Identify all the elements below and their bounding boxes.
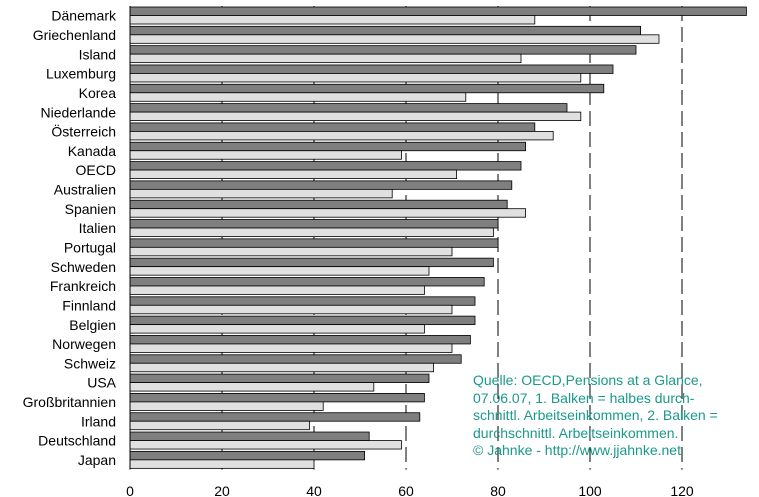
category-label: Schweden [51,259,116,275]
bars [129,6,747,469]
bar-half-income [129,431,370,441]
category-label: Frankreich [50,278,116,294]
bar-average-income [129,208,527,218]
tick-labels: 0 20 40 60 80 100 120 [126,483,694,497]
bar-half-income [129,373,430,383]
x-tick-label: 100 [578,483,602,497]
bar-half-income [129,354,462,364]
bar-average-income [129,131,554,141]
bar-half-income [129,219,499,229]
category-label: Spanien [65,201,116,217]
bar-average-income [129,304,453,315]
bar-average-income [129,169,458,179]
x-tick-label: 120 [670,483,694,497]
bar-half-income [129,238,499,248]
bar-average-income [129,150,402,160]
bar-half-income [129,450,366,461]
bar-average-income [129,420,310,431]
bar-half-income [129,335,471,345]
bar-average-income [129,382,375,392]
bar-average-income [129,92,467,102]
category-label: Portugal [64,240,116,256]
bar-average-income [129,324,425,334]
bar-average-income [129,15,536,25]
bar-average-income [129,362,435,373]
category-label: OECD [76,162,116,178]
category-label: Luxemburg [46,66,116,82]
x-tick-label: 40 [306,483,322,497]
category-label: Großbritannien [23,394,116,410]
bar-half-income [129,257,494,268]
bar-half-income [129,122,536,132]
x-tick-label: 0 [126,483,134,497]
source-note-line: © Jahnke - http://www.jjahnke.net [473,442,681,458]
category-label: Island [79,46,116,62]
category-label: USA [87,375,116,391]
category-label: Korea [79,85,117,101]
category-label: Italien [79,220,116,236]
bar-average-income [129,266,430,276]
category-label: Griechenland [33,27,116,43]
bar-average-income [129,34,660,44]
bar-average-income [129,459,315,469]
source-note: Quelle: OECD,Pensions at a Glance, 07.06… [473,372,759,460]
bar-average-income [129,73,582,83]
category-label: Japan [78,452,116,468]
x-tick-label: 60 [398,483,414,497]
bar-half-income [129,277,485,287]
source-note-line: durchschnittl. Arbeitseinkommen. [473,424,679,441]
bar-average-income [129,188,393,199]
category-label: Schweiz [64,355,116,371]
category-label: Österreich [51,123,116,140]
category-label: Norwegen [52,336,116,352]
category-label: Deutschland [38,433,116,449]
bar-average-income [129,343,453,353]
bar-half-income [129,83,605,94]
bar-half-income [129,45,637,55]
bar-average-income [129,285,425,295]
bar-half-income [129,25,642,36]
bar-average-income [129,53,522,64]
bar-half-income [129,392,425,403]
bar-average-income [129,401,324,411]
category-label: Niederlande [41,104,117,120]
bar-half-income [129,64,614,74]
bar-half-income [129,6,747,16]
bar-half-income [129,199,508,210]
source-note-line: schnittl. Arbeitseinkommen, 2. Balken = [473,407,718,423]
category-label: Belgien [69,317,116,333]
source-note-line: Quelle: OECD,Pensions at a Glance, [473,372,703,388]
category-labels: Dänemark Griechenland Island Luxemburg Korea… [23,8,117,468]
category-label: Dänemark [51,8,117,24]
bar-half-income [129,141,527,152]
gridlines [221,6,683,470]
bar-half-income [129,103,568,113]
bar-half-income [129,412,421,422]
category-label: Irland [81,413,116,429]
category-label: Kanada [68,143,116,159]
category-label: Australien [54,182,116,198]
source-note-line: 07.06.07, 1. Balken = halbes durch- [473,389,695,406]
bar-average-income [129,227,494,237]
bar-half-income [129,180,513,190]
category-label: Finnland [62,297,116,313]
bar-average-income [129,111,582,121]
bar-half-income [129,315,476,326]
bar-half-income [129,296,476,306]
bar-average-income [129,440,402,450]
x-tick-label: 80 [490,483,506,497]
x-tick-label: 20 [214,483,230,497]
bar-half-income [129,161,522,171]
bar-average-income [129,246,453,257]
